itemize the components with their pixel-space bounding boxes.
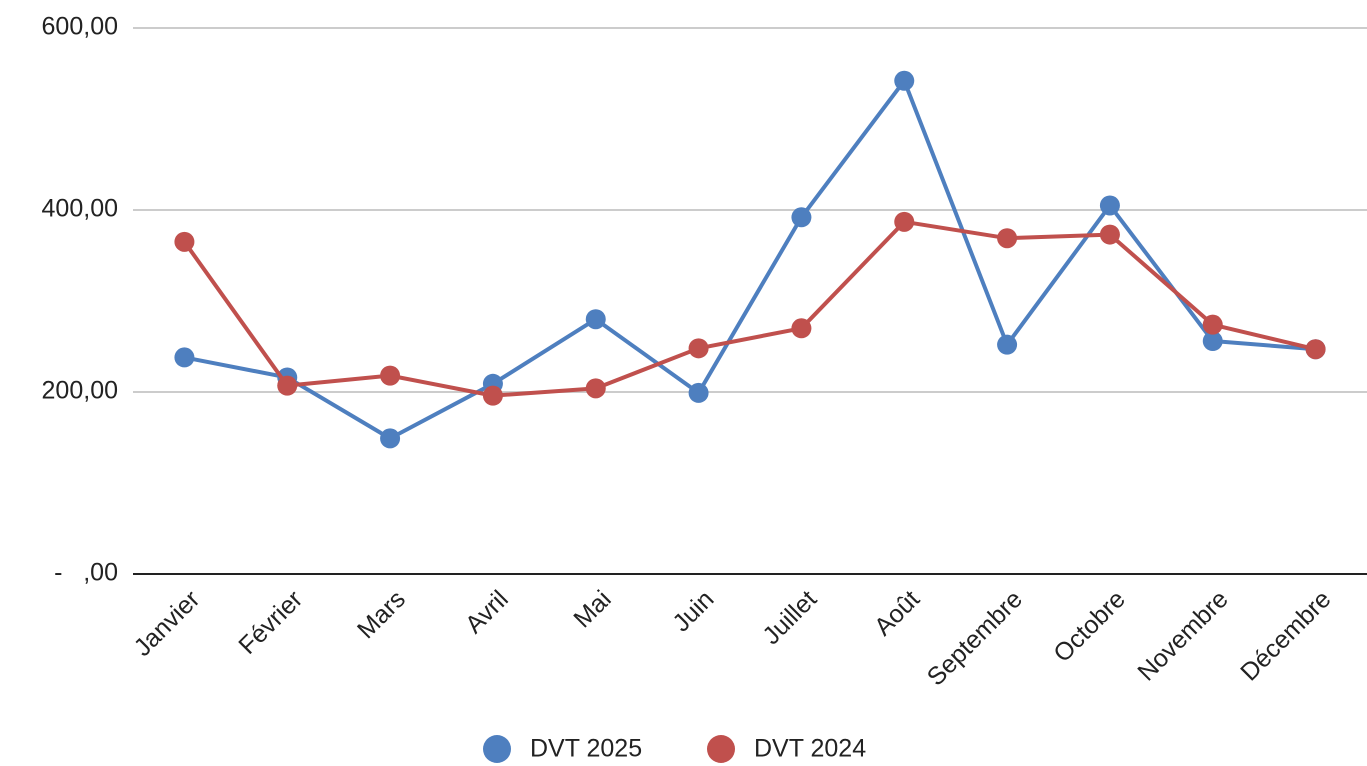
x-tick-label: Avril bbox=[460, 585, 514, 639]
series-line bbox=[184, 78, 1316, 441]
data-point bbox=[1202, 314, 1223, 335]
y-tick-label: 600,00 bbox=[42, 13, 118, 41]
data-point bbox=[894, 211, 915, 232]
x-tick-label: Novembre bbox=[1132, 585, 1233, 686]
data-point bbox=[174, 347, 195, 368]
data-point bbox=[1099, 224, 1120, 245]
x-tick-label: Juin bbox=[667, 585, 719, 637]
data-point bbox=[1305, 339, 1326, 360]
data-point bbox=[482, 385, 503, 406]
data-point bbox=[380, 428, 401, 449]
data-point bbox=[791, 318, 812, 339]
data-point bbox=[277, 375, 298, 396]
data-point bbox=[688, 382, 709, 403]
y-tick-label: - ,00 bbox=[54, 559, 118, 587]
x-tick-label: Février bbox=[233, 585, 308, 660]
series-line bbox=[182, 219, 1317, 398]
data-point bbox=[791, 207, 812, 228]
data-point bbox=[1202, 331, 1223, 352]
data-point bbox=[688, 338, 709, 359]
x-tick-label: Décembre bbox=[1235, 585, 1336, 686]
data-point bbox=[997, 334, 1018, 355]
legend-marker bbox=[707, 735, 735, 763]
legend-label: DVT 2024 bbox=[754, 735, 866, 763]
x-tick-label: Juillet bbox=[757, 585, 822, 650]
y-tick-label: 400,00 bbox=[42, 195, 118, 223]
x-tick-label: Octobre bbox=[1048, 585, 1131, 668]
data-point bbox=[997, 228, 1018, 249]
data-point bbox=[585, 378, 606, 399]
data-point bbox=[174, 231, 195, 252]
data-point bbox=[380, 365, 401, 386]
data-point bbox=[894, 70, 915, 91]
x-tick-label: Janvier bbox=[129, 585, 206, 662]
x-tick-label: Août bbox=[869, 585, 925, 641]
legend-label: DVT 2025 bbox=[530, 735, 642, 763]
x-tick-label: Septembre bbox=[922, 585, 1028, 691]
data-point bbox=[1099, 195, 1120, 216]
y-tick-label: 200,00 bbox=[42, 377, 118, 405]
x-tick-label: Mars bbox=[352, 585, 411, 644]
data-point bbox=[585, 309, 606, 330]
legend-marker bbox=[483, 735, 511, 763]
x-tick-label: Mai bbox=[568, 585, 616, 633]
